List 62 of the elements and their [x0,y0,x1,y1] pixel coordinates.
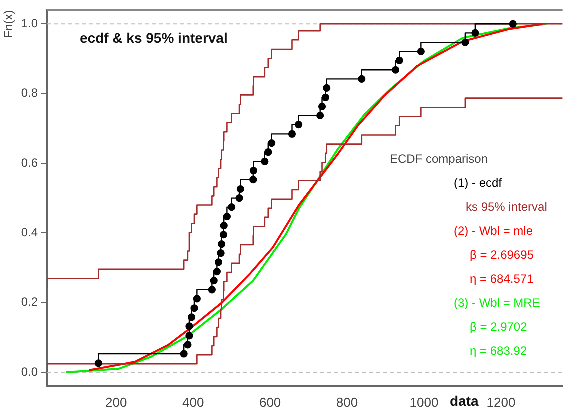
point [236,194,244,202]
point [214,258,223,266]
x-tick-label: 200 [106,394,128,410]
y-axis-title: Fn(x) [2,10,16,38]
point [186,332,194,340]
x-axis-title: data [450,393,479,409]
point [261,158,269,166]
annotation: η = 684.571 [470,272,535,288]
point [250,166,258,175]
text: (3) - Wbl = MRE [454,296,542,312]
annotation: β = 2.9702 [470,320,528,336]
text: ecdf & ks 95% interval [80,30,228,46]
text: ks 95% interval [466,200,548,216]
y-tick-label: 1.0 [21,16,38,30]
x-tick-label: 1200 [486,394,516,410]
point [186,322,194,330]
point [264,148,272,156]
point [190,304,198,312]
point [193,295,201,303]
x-tick-label: 600 [259,394,282,410]
point [220,231,228,239]
y-tick-label: 0.6 [21,156,38,170]
point [417,48,425,56]
point [323,84,331,92]
point [180,350,188,358]
point [228,204,236,212]
x-tick-label: 1000 [410,394,439,410]
point [188,314,196,322]
point [396,56,404,65]
point [392,66,400,74]
y-tick-label: 0.4 [21,225,38,240]
annotation: β = 2.69695 [470,248,535,264]
point [294,121,303,129]
point [236,185,244,194]
point [288,130,296,138]
point [213,268,221,276]
point [223,212,231,221]
point [94,360,102,368]
point [217,250,225,258]
point [509,20,517,28]
text: (1) - ecdf [454,176,504,192]
y-tick-label: 0.8 [21,86,38,100]
text: (2) - Wbl = mle [454,224,534,240]
point [358,75,366,83]
point [184,341,192,349]
point [318,102,326,110]
point [462,38,470,46]
y-tick-label: 0.0 [21,364,38,379]
point [316,112,324,120]
y-tick-label: 0.2 [21,295,38,310]
point [210,277,218,285]
point [208,286,216,294]
point [322,94,330,102]
point [220,222,228,230]
legend-title: ECDF comparison [390,152,490,168]
x-tick-label: 400 [182,394,204,410]
point [268,139,276,148]
annotation: η = 683.92 [470,344,528,360]
point [218,240,226,248]
point [472,29,480,37]
x-tick-label: 800 [336,394,358,410]
point [250,176,258,184]
